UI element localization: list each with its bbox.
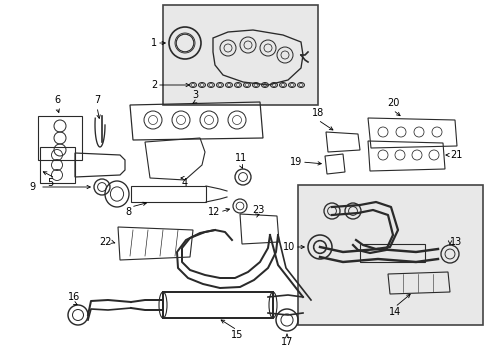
Text: 5: 5 xyxy=(47,178,53,188)
Text: 8: 8 xyxy=(124,207,131,217)
Text: 21: 21 xyxy=(449,150,462,160)
Text: 13: 13 xyxy=(449,237,461,247)
Text: 4: 4 xyxy=(182,178,188,188)
Text: 7: 7 xyxy=(94,95,100,105)
Text: 12: 12 xyxy=(207,207,220,217)
Text: 17: 17 xyxy=(280,337,293,347)
Text: 1: 1 xyxy=(151,38,157,48)
Text: 6: 6 xyxy=(54,95,60,105)
Text: 20: 20 xyxy=(386,98,398,108)
FancyBboxPatch shape xyxy=(297,185,482,325)
Text: 3: 3 xyxy=(192,90,198,100)
Text: 11: 11 xyxy=(234,153,246,163)
Text: 19: 19 xyxy=(289,157,302,167)
Text: 22: 22 xyxy=(99,237,112,247)
Text: 18: 18 xyxy=(311,108,324,118)
Bar xyxy=(359,244,424,262)
Text: 10: 10 xyxy=(282,242,294,252)
Text: 15: 15 xyxy=(230,330,243,340)
Text: 14: 14 xyxy=(388,307,400,317)
Bar xyxy=(163,292,272,318)
Text: 2: 2 xyxy=(150,80,157,90)
Text: 23: 23 xyxy=(251,205,264,215)
Text: 16: 16 xyxy=(68,292,80,302)
Text: 9: 9 xyxy=(29,182,35,192)
Bar xyxy=(131,186,205,202)
FancyBboxPatch shape xyxy=(163,5,317,105)
